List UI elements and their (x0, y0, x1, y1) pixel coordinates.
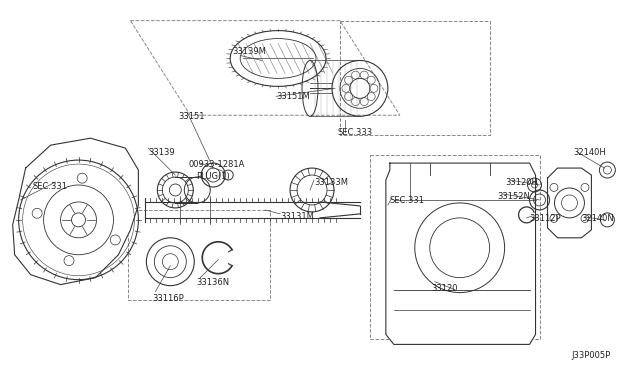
Text: 33151M: 33151M (276, 92, 310, 101)
Text: SEC.331: SEC.331 (390, 196, 425, 205)
Text: PLUG(1): PLUG(1) (196, 172, 230, 181)
Text: 32140H: 32140H (573, 148, 606, 157)
Text: 33116P: 33116P (152, 294, 184, 302)
Text: 33139M: 33139M (232, 46, 266, 55)
Text: 33112P: 33112P (529, 214, 561, 223)
Polygon shape (386, 163, 536, 344)
Text: 33133M: 33133M (314, 178, 348, 187)
Text: J33P005P: J33P005P (572, 352, 611, 360)
Text: 33152N: 33152N (498, 192, 531, 201)
Text: 33131M: 33131M (280, 212, 314, 221)
Text: SEC.331: SEC.331 (33, 182, 68, 191)
Text: 33151: 33151 (179, 112, 205, 121)
Polygon shape (13, 138, 138, 285)
Text: SEC.333: SEC.333 (338, 128, 373, 137)
Text: 00933-1281A: 00933-1281A (188, 160, 244, 169)
Text: 33120H: 33120H (506, 178, 538, 187)
Polygon shape (547, 168, 591, 238)
Text: 33139: 33139 (148, 148, 175, 157)
Text: 33120: 33120 (432, 283, 458, 293)
Text: 32140N: 32140N (581, 214, 614, 223)
Text: 33136N: 33136N (196, 278, 229, 287)
